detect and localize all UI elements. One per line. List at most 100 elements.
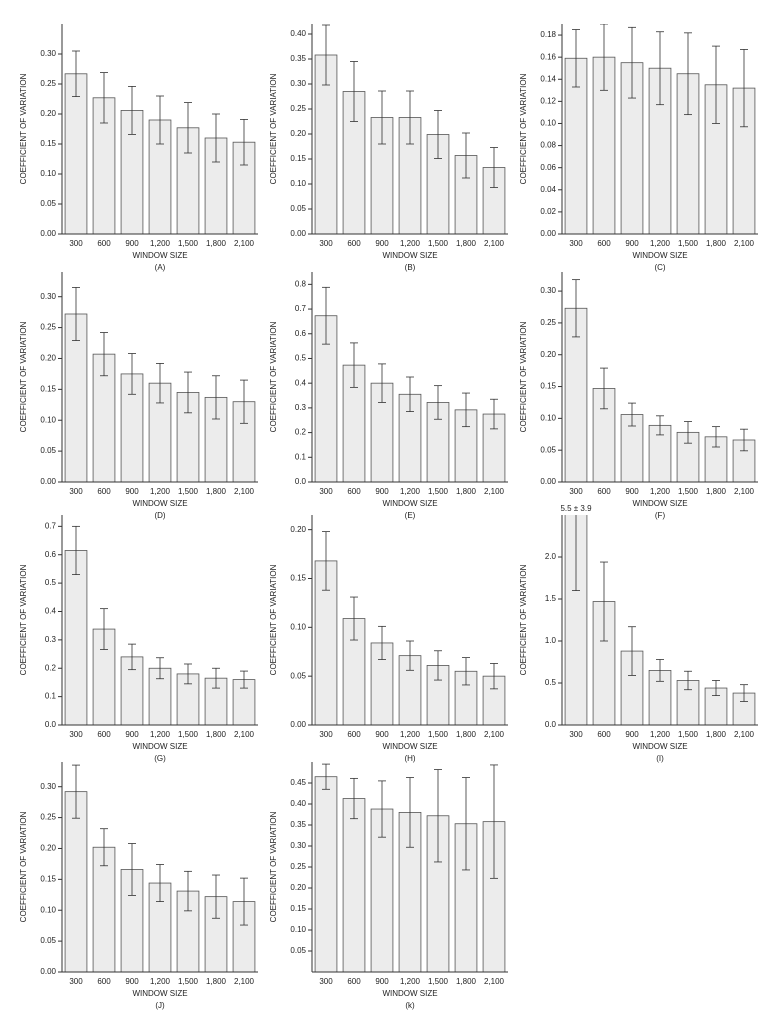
panel: 300 600 900 1,200 1,500 1,800 2,100 0.00 0.05 0.1… xyxy=(269,515,508,763)
x-axis-label: WINDOW SIZE xyxy=(632,251,687,260)
error-bar xyxy=(240,379,248,424)
y-tick-label: 0.16 xyxy=(540,52,556,61)
x-tick-label: 2,100 xyxy=(234,487,255,496)
panel: 300 5.5 ± 3.9 600 900 1,200 1,500 1,800 2,100 0.… xyxy=(519,504,758,763)
panel: 300 600 900 1,200 1,500 1,800 2,100 0.00 0.02 0.0… xyxy=(519,24,758,272)
x-tick-label: 2,100 xyxy=(734,487,755,496)
y-axis-label: COEFFICIENT OF VARIATION xyxy=(519,564,528,675)
error-bar xyxy=(378,363,386,403)
error-bar xyxy=(490,663,498,690)
x-tick-label: 1,800 xyxy=(206,977,227,986)
bars xyxy=(64,287,256,482)
error-bar xyxy=(572,29,580,88)
x-tick-label: 600 xyxy=(597,239,611,248)
x-tick-label: 600 xyxy=(597,730,611,739)
error-bar xyxy=(656,415,664,436)
x-tick-label: 1,200 xyxy=(400,487,421,496)
x-tick-label: 900 xyxy=(375,239,389,248)
x-tick-label: 600 xyxy=(347,730,361,739)
x-tick-label: 2,100 xyxy=(484,977,505,986)
error-bar xyxy=(462,777,470,871)
error-bar xyxy=(128,353,136,395)
x-tick-label: 1,800 xyxy=(206,730,227,739)
x-tick-label: 900 xyxy=(125,730,139,739)
y-tick-label: 0.40 xyxy=(290,799,306,808)
x-tick-label: 1,200 xyxy=(400,977,421,986)
error-bar xyxy=(434,769,442,863)
y-axis-label: COEFFICIENT OF VARIATION xyxy=(519,321,528,432)
error-bar xyxy=(184,663,192,685)
error-bar xyxy=(600,561,608,642)
bar xyxy=(64,73,88,234)
x-tick-label: 1,500 xyxy=(428,239,449,248)
x-tick-label: 300 xyxy=(319,487,333,496)
error-bar xyxy=(572,515,580,591)
x-tick-label: 1,500 xyxy=(678,239,699,248)
x-tick-label: 300 xyxy=(69,977,83,986)
x-tick-label: 300 xyxy=(569,730,583,739)
y-tick-label: 0.05 xyxy=(40,446,56,455)
y-tick-label: 0.04 xyxy=(540,185,556,194)
error-bar xyxy=(184,870,192,912)
y-tick-label: 0.35 xyxy=(290,820,306,829)
error-bar xyxy=(100,608,108,650)
error-bar xyxy=(406,777,414,848)
x-tick-label: 1,200 xyxy=(150,487,171,496)
panel-label: (F) xyxy=(655,511,666,520)
x-tick-label: 1,500 xyxy=(428,730,449,739)
x-tick-label: 1,500 xyxy=(178,239,199,248)
y-tick-label: 0.45 xyxy=(290,778,306,787)
panel: 300 600 900 1,200 1,500 1,800 2,100 0.00 0.05 0.1… xyxy=(19,762,258,1010)
y-tick-label: 0.05 xyxy=(290,204,306,213)
y-tick-label: 0.35 xyxy=(290,54,306,63)
x-tick-label: 300 xyxy=(319,239,333,248)
x-tick-label: 600 xyxy=(97,239,111,248)
y-tick-label: 0.10 xyxy=(40,169,56,178)
y-tick-label: 0.02 xyxy=(540,207,556,216)
x-tick-label: 1,200 xyxy=(400,239,421,248)
y-tick-label: 0.00 xyxy=(40,477,56,486)
panel-label: (H) xyxy=(404,754,415,763)
panel-label: (J) xyxy=(155,1001,165,1010)
bars xyxy=(314,763,506,972)
error-bar xyxy=(490,398,498,430)
x-tick-label: 300 xyxy=(569,239,583,248)
x-tick-label: 2,100 xyxy=(484,239,505,248)
error-bar xyxy=(434,650,442,681)
bars xyxy=(314,286,506,482)
error-bar xyxy=(322,531,330,591)
y-axis-label: COEFFICIENT OF VARIATION xyxy=(269,811,278,922)
x-tick-label: 1,800 xyxy=(706,239,727,248)
x-tick-label: 1,500 xyxy=(178,977,199,986)
error-bar xyxy=(72,50,80,97)
y-tick-label: 0.4 xyxy=(295,378,307,387)
y-tick-label: 0.25 xyxy=(290,862,306,871)
x-tick-label: 1,500 xyxy=(178,487,199,496)
x-tick-label: 1,800 xyxy=(706,487,727,496)
error-bar xyxy=(240,670,248,689)
y-tick-label: 0.00 xyxy=(290,720,306,729)
y-tick-label: 0.7 xyxy=(45,521,57,530)
error-bar xyxy=(212,113,220,163)
panel: 300 600 900 1,200 1,500 1,800 2,100 0.00 0.05 0.1… xyxy=(269,24,508,272)
panel: 300 600 900 1,200 1,500 1,800 2,100 0.00 0.05 0.1… xyxy=(19,24,258,272)
error-bar xyxy=(462,132,470,179)
bar xyxy=(342,798,366,972)
bars xyxy=(314,531,506,725)
y-tick-label: 0.25 xyxy=(290,104,306,113)
x-axis-label: WINDOW SIZE xyxy=(632,499,687,508)
error-bar xyxy=(406,376,414,412)
y-tick-label: 0.12 xyxy=(540,96,556,105)
error-bar xyxy=(628,26,636,99)
x-tick-label: 1,200 xyxy=(650,239,671,248)
x-tick-label: 300 xyxy=(319,730,333,739)
error-bar xyxy=(322,286,330,345)
x-tick-label: 600 xyxy=(597,487,611,496)
error-bar xyxy=(434,385,442,420)
y-tick-label: 0.10 xyxy=(290,925,306,934)
x-tick-label: 300 xyxy=(69,239,83,248)
x-axis-label: WINDOW SIZE xyxy=(132,989,187,998)
x-axis-label: WINDOW SIZE xyxy=(132,742,187,751)
y-tick-label: 0.5 xyxy=(545,678,557,687)
x-tick-label: 1,500 xyxy=(678,730,699,739)
